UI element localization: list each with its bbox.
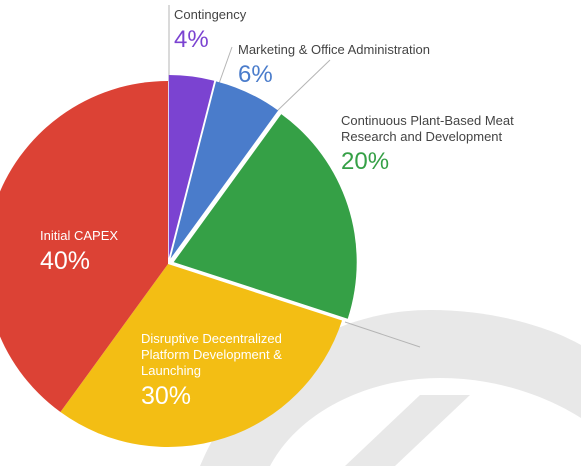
slice-percent: 4% — [174, 26, 209, 53]
slice-percent: 6% — [238, 61, 273, 88]
slice-label-research: Continuous Plant-Based Meat Research and… — [341, 113, 546, 176]
slice-name: Contingency — [174, 7, 247, 22]
leader-line-platform — [344, 321, 421, 348]
slice-name: Continuous Plant-Based Meat Research and… — [341, 113, 514, 144]
slice-name: Initial CAPEX — [40, 228, 119, 243]
pie-slice-initial-capex — [0, 81, 168, 413]
pie-slice-contingency — [168, 75, 215, 259]
slice-label-marketing: Marketing & Office Administration 6% — [238, 42, 430, 89]
slice-name: Disruptive Decentralized Platform Develo… — [141, 331, 282, 378]
pie-slice-disruptive-decentralized-platform-development-launching — [60, 264, 343, 448]
slice-label-contingency: Contingency 4% — [174, 7, 246, 54]
slice-percent: 30% — [141, 382, 192, 410]
slice-percent: 40% — [40, 247, 91, 275]
background-watermark — [200, 310, 581, 466]
leader-line-research — [275, 59, 331, 113]
pie-slices — [0, 75, 357, 448]
slice-name: Marketing & Office Administration — [238, 42, 430, 57]
pie-slice-continuous-plant-based-meat-research-and-development — [173, 114, 357, 319]
slice-label-capex: Initial CAPEX 40% — [40, 228, 118, 275]
slice-percent: 20% — [341, 148, 390, 175]
watermark-stripe — [345, 395, 470, 466]
pie-slice-marketing-office-administration — [170, 81, 279, 259]
slice-label-platform: Disruptive Decentralized Platform Develo… — [141, 331, 331, 410]
